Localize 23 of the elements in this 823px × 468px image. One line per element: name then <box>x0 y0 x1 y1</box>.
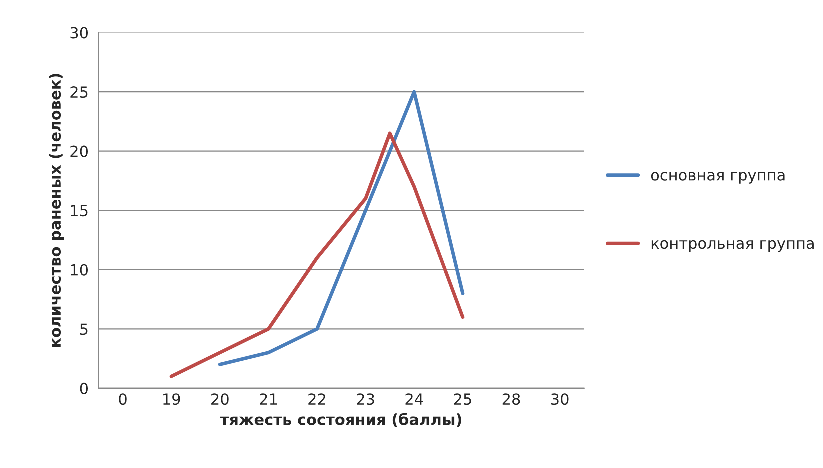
y-tick-label: 20 <box>70 146 88 158</box>
y-tick-label: 5 <box>80 324 88 336</box>
line-series <box>170 132 465 378</box>
y-tick-label: 30 <box>70 27 88 39</box>
x-tick-label: 20 <box>212 394 229 406</box>
legend-label: контрольная группа <box>652 240 814 252</box>
x-tick-label: 19 <box>164 394 180 406</box>
line-series <box>218 90 465 366</box>
y-tick-label: 10 <box>71 264 88 276</box>
x-tick-label: 24 <box>406 394 424 405</box>
x-tick-label: 30 <box>551 394 569 406</box>
y-axis-title: количество раненых (человек) <box>49 74 64 348</box>
x-tick-label: 22 <box>308 394 326 405</box>
x-tick-label: 0 <box>119 394 127 406</box>
x-tick-label: 23 <box>357 394 374 406</box>
legend-label: основная группа <box>651 172 785 184</box>
x-tick-label: 28 <box>502 394 520 406</box>
y-tick-label: 15 <box>71 205 88 217</box>
x-axis-title: тяжесть состояния (баллы) <box>220 413 462 428</box>
x-tick-label: 25 <box>454 394 472 406</box>
y-tick-label: 0 <box>80 382 88 394</box>
y-tick-label: 25 <box>70 86 88 98</box>
x-tick-label: 21 <box>260 394 278 405</box>
